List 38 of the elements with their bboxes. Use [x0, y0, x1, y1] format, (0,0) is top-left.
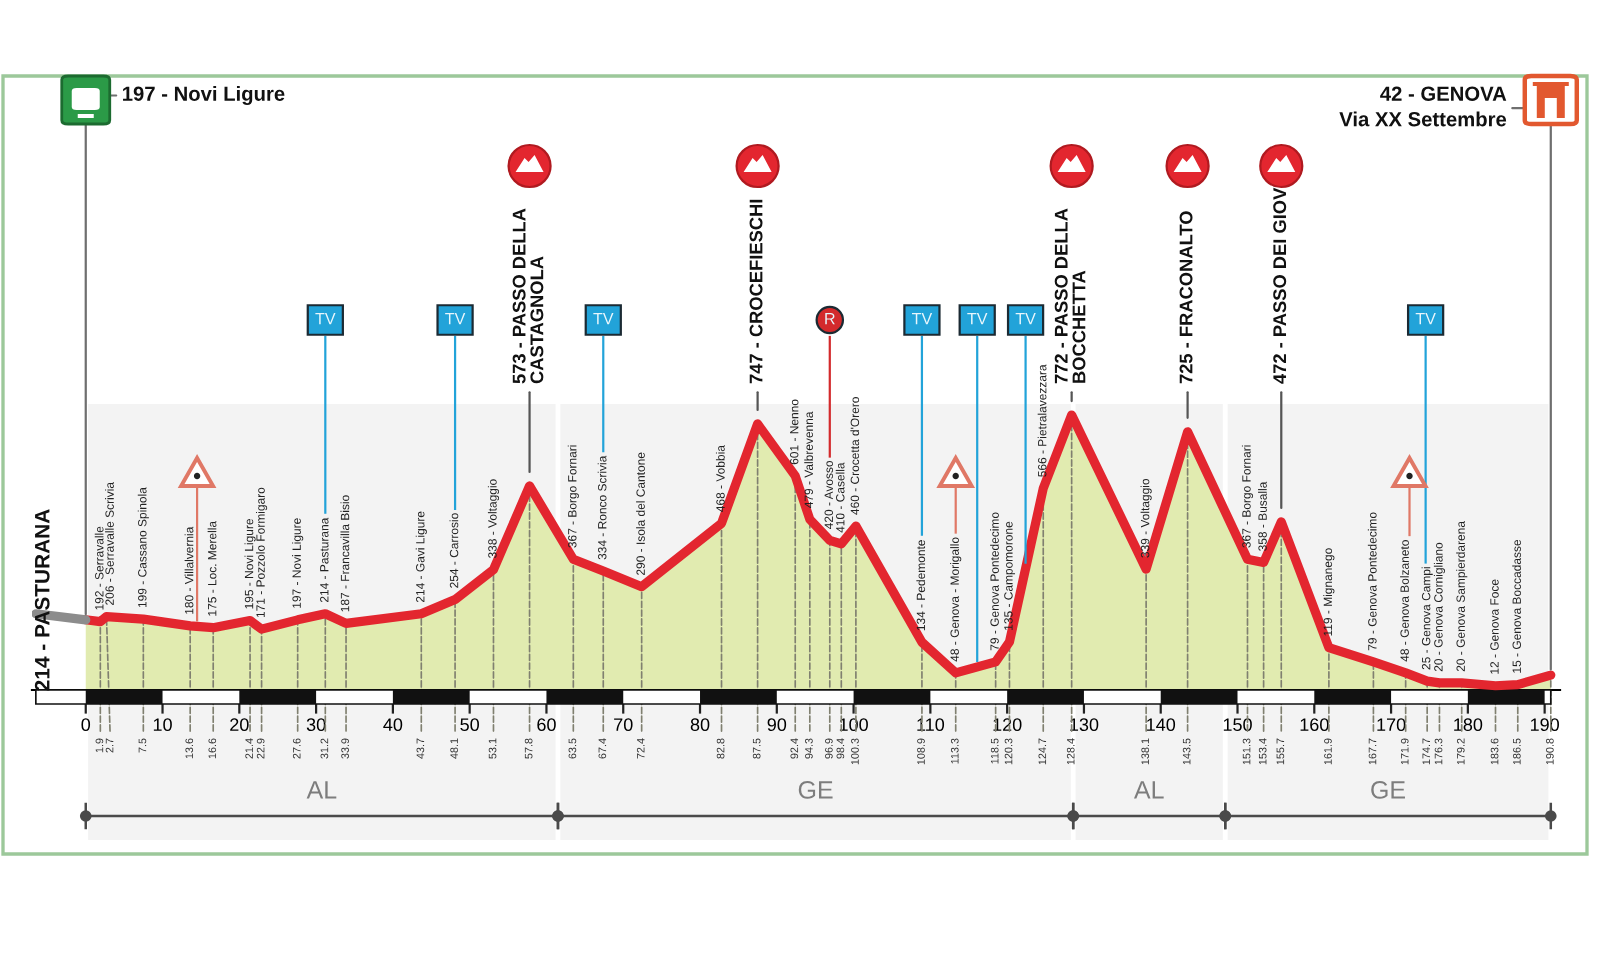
x-tick-label: 150: [1223, 718, 1252, 732]
annotation: 197 - Novi Ligure: [123, 86, 285, 105]
annotation: 42 - GENOVA Via XX Settembre: [1339, 86, 1507, 127]
annotation: 747 - CROCEFIESCHI: [749, 199, 763, 384]
ref-line-label: TV: [315, 313, 336, 325]
annotation: 573 - PASSO DELLA CASTAGNOLA: [512, 208, 544, 384]
x-tick-label: 130: [1070, 718, 1099, 732]
x-tick-label: 40: [383, 718, 403, 732]
x-tick-label: 70: [614, 718, 633, 732]
x-tick-label: 180: [1454, 718, 1483, 732]
x-tick-label: 10: [153, 718, 172, 732]
band-label: GE: [1371, 781, 1405, 799]
annotation: 214 - PASTURANA: [34, 509, 50, 691]
annotation: 772 - PASSO DELLA BOCCHETTA: [1054, 208, 1086, 384]
ref-line-label: TV: [967, 313, 988, 325]
band-label: AL: [1133, 781, 1164, 799]
ref-line-label: TV: [1015, 313, 1036, 325]
x-tick-label: 160: [1300, 718, 1329, 732]
annotation: 725 - FRACONALTO: [1179, 211, 1193, 384]
x-tick-label: 190: [1530, 718, 1559, 732]
band-label: AL: [306, 781, 337, 799]
x-tick-label: 20: [230, 718, 249, 732]
ref-line-label: TV: [593, 313, 614, 325]
ref-line-label: R: [825, 313, 835, 325]
x-tick-label: 110: [917, 718, 945, 732]
x-tick-label: 50: [460, 718, 479, 732]
x-tick-label: 60: [537, 718, 556, 732]
x-tick-label: 30: [306, 718, 326, 732]
x-tick-label: 100: [839, 718, 868, 732]
x-tick-label: 80: [690, 718, 710, 732]
x-tick-label: 90: [767, 718, 787, 732]
ref-line-label: TV: [445, 313, 466, 325]
x-tick-label: 170: [1377, 718, 1406, 732]
band-label: GE: [798, 781, 833, 799]
ref-line-label: TV: [911, 313, 933, 325]
x-tick-label: 140: [1147, 718, 1176, 732]
ref-line-label: TV: [1415, 313, 1436, 325]
x-tick-label: 0: [81, 718, 91, 732]
